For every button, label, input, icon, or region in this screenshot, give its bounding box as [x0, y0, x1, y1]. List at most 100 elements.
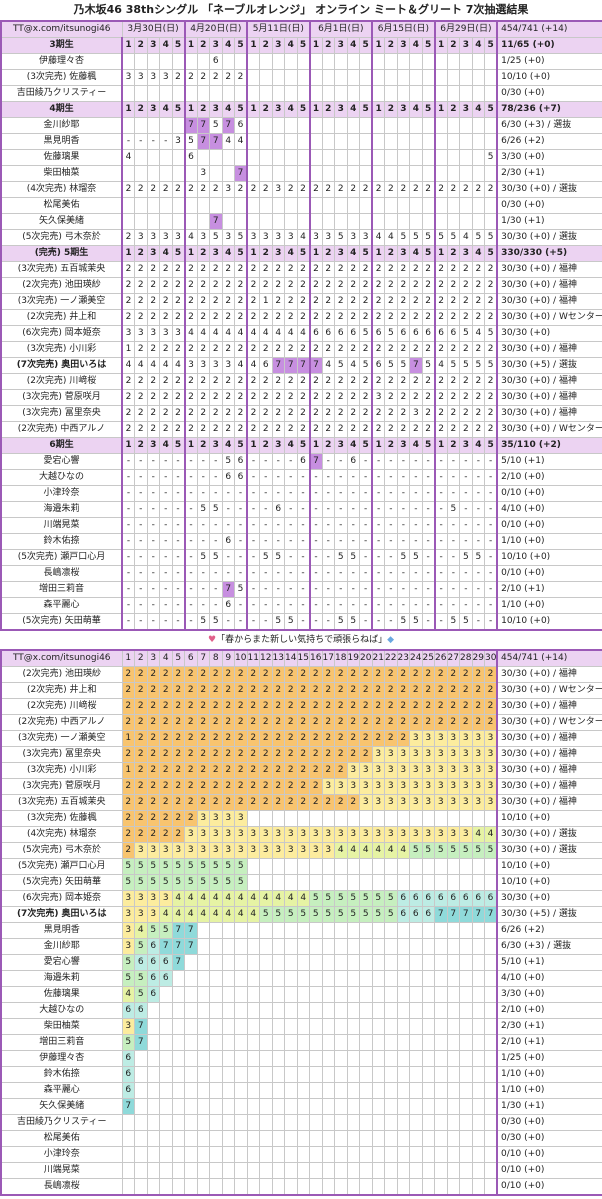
slot-cell: [134, 1162, 148, 1179]
result: 0/30 (+0): [496, 85, 602, 102]
slot-cell: -: [159, 453, 173, 470]
slot-cell: -: [246, 581, 261, 598]
slot-cell: -: [471, 517, 486, 534]
slot-cell: [221, 1098, 235, 1115]
member-row: 矢久保美緒 7 1/30 (+1): [0, 1098, 602, 1115]
slot-cell: [334, 1178, 348, 1196]
slot-cell: 2: [221, 794, 235, 811]
slot-cell: [271, 1146, 285, 1163]
slot-cell: [159, 986, 173, 1003]
slot-cell: 2: [171, 730, 185, 747]
member-name: 増田三莉音: [0, 581, 123, 598]
slot-cell: 2: [459, 714, 473, 731]
slot-cell: 3: [446, 746, 460, 763]
slot-cell: [271, 1034, 285, 1051]
slot-cell: [259, 1162, 273, 1179]
slot-cell: 4: [134, 357, 148, 374]
slot-cell: [246, 117, 261, 134]
slot-cell: -: [134, 613, 148, 631]
slot-cell: 2: [134, 730, 148, 747]
slot-cell: [196, 954, 210, 971]
slot-cell: 5: [284, 613, 298, 631]
slot-cell: [484, 1002, 498, 1019]
slot-cell: 2: [296, 373, 311, 390]
slot-cell: 4: [221, 325, 236, 342]
slot-cell: [171, 1034, 185, 1051]
slot-cell: -: [183, 469, 198, 486]
slot-cell: [409, 938, 423, 955]
slot-cell: 2: [384, 437, 398, 454]
slot-cell: 2: [221, 682, 235, 699]
slot-cell: -: [308, 597, 323, 614]
slot-cell: -: [484, 549, 498, 566]
slot-cell: 2: [271, 698, 285, 715]
slot-cell: 5: [359, 357, 373, 374]
slot-cell: -: [134, 517, 148, 534]
slot-cell: -: [484, 517, 498, 534]
slot-cell: [271, 970, 285, 987]
slot-cell: 2: [309, 666, 323, 683]
slot-cell: [371, 986, 385, 1003]
slot-cell: 2: [446, 277, 461, 294]
slot-cell: 2: [284, 746, 298, 763]
slot-cell: 2: [384, 245, 398, 262]
slot-cell: [309, 922, 323, 939]
slot-cell: 2: [359, 730, 373, 747]
slot-cell: 2: [296, 762, 310, 779]
slot-cell: -: [159, 597, 173, 614]
slot-cell: [309, 1114, 323, 1131]
slot-cell: [321, 213, 336, 230]
slot-cell: -: [209, 533, 223, 550]
member-name: 鈴木佑捺: [0, 533, 123, 550]
slot-cell: [346, 858, 360, 875]
slot-cell: 2: [321, 261, 336, 278]
slot-cell: [184, 986, 198, 1003]
slot-cell: 2: [221, 389, 236, 406]
slot-cell: -: [183, 549, 198, 566]
member-row: 鈴木佑捺 6 1/10 (+0): [0, 1066, 602, 1083]
slot-cell: 4: [209, 325, 223, 342]
slot-cell: 4: [159, 245, 173, 262]
slot-cell: [246, 53, 261, 70]
slot-cell: -: [359, 501, 373, 518]
member-row: (2次完売) 井上和 2 2 2 2 2 2 2 2 2 2 2 2 2 2 2 2 2 2 2 2 2 2 2 2 2 2 2 2 2 2…: [0, 309, 602, 326]
result: 11/65 (+0): [496, 37, 602, 54]
member-name: (3次完売) 菅原咲月: [0, 778, 123, 795]
slot-cell: [421, 954, 435, 971]
slot-cell: [471, 133, 486, 150]
member-name: 矢久保美緒: [0, 1098, 123, 1115]
member-name: 伊藤理々杏: [0, 53, 123, 70]
slot-cell: [409, 197, 423, 214]
slot-cell: 2: [259, 746, 273, 763]
slot-cell: [459, 1114, 473, 1131]
slot-cell: 2: [146, 778, 160, 795]
slot-cell: 2: [296, 181, 311, 198]
slot-cell: [433, 213, 448, 230]
slot-cell: [246, 986, 260, 1003]
slot-cell: [209, 1050, 223, 1067]
slot-cell: -: [246, 549, 261, 566]
slot-cell: [359, 970, 373, 987]
slot-cell: [184, 1066, 198, 1083]
slot-cell: [271, 810, 285, 827]
slot-cell: [209, 165, 223, 182]
slot-cell: [359, 938, 373, 955]
slot-cell: [396, 197, 411, 214]
slot-cell: [321, 986, 335, 1003]
slot-cell: -: [396, 501, 411, 518]
slot-cell: [271, 149, 286, 166]
slot-cell: 2: [184, 666, 198, 683]
slot-cell: [384, 922, 398, 939]
slot-cell: [471, 1050, 485, 1067]
slot-cell: 2: [409, 714, 423, 731]
slot-cell: 7: [134, 1018, 148, 1035]
slot-cell: -: [134, 597, 148, 614]
slot-cell: 2: [359, 714, 373, 731]
slot-cell: 2: [446, 682, 460, 699]
slot-cell: 5: [334, 890, 348, 907]
member-name: (3次完売) 一ノ瀬美空: [0, 293, 123, 310]
slot-cell: 2: [471, 698, 485, 715]
slot-cell: [359, 874, 373, 891]
slot-cell: -: [171, 565, 186, 582]
slot-cell: [459, 1002, 473, 1019]
